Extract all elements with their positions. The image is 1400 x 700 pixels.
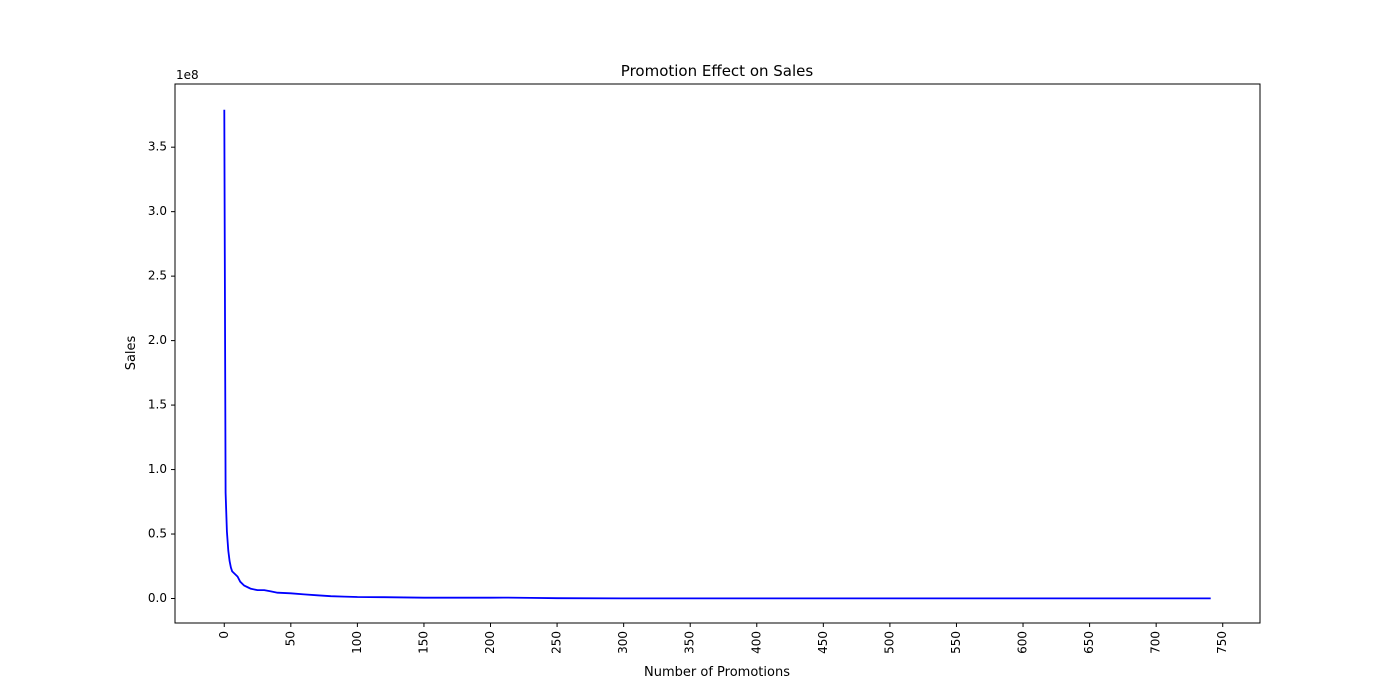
y-tick-label: 2.0 xyxy=(148,333,167,347)
y-tick-label: 2.5 xyxy=(148,269,167,283)
x-tick-label: 700 xyxy=(1149,631,1163,654)
x-axis-label: Number of Promotions xyxy=(644,665,790,680)
x-tick-label: 600 xyxy=(1016,631,1030,654)
x-tick-label: 150 xyxy=(416,631,430,654)
y-tick-label: 1.0 xyxy=(148,462,167,476)
x-tick-label: 650 xyxy=(1082,631,1096,654)
series-layer xyxy=(223,109,1211,600)
x-tick-label: 350 xyxy=(683,631,697,654)
x-tick-label: 550 xyxy=(949,631,963,654)
x-tick-label: 50 xyxy=(283,631,297,646)
plot-background xyxy=(175,84,1260,623)
y-tick-label: 0.5 xyxy=(148,527,167,541)
x-tick-label: 200 xyxy=(483,631,497,654)
y-axis: 0.0 0.5 1.0 1.5 2.0 2.5 3.0 3.5 xyxy=(148,140,175,605)
x-tick-label: 450 xyxy=(816,631,830,654)
x-tick-label: 750 xyxy=(1215,631,1229,654)
y-tick-label: 3.0 xyxy=(148,204,167,218)
x-axis: 0 50 100 150 200 250 300 350 400 450 500 550 600 650 7… xyxy=(217,623,1229,654)
x-tick-label: 300 xyxy=(616,631,630,654)
y-axis-label: Sales xyxy=(124,335,139,370)
x-tick-label: 250 xyxy=(550,631,564,654)
y-tick-label: 3.5 xyxy=(148,140,167,154)
y-tick-label: 0.0 xyxy=(148,591,167,605)
chart-title: Promotion Effect on Sales xyxy=(621,62,814,80)
x-tick-label: 500 xyxy=(882,631,896,654)
y-offset-label: 1e8 xyxy=(176,68,199,82)
x-tick-label: 0 xyxy=(217,631,231,639)
x-tick-label: 100 xyxy=(350,631,364,654)
y-tick-label: 1.5 xyxy=(148,398,167,412)
plot-frame xyxy=(174,83,1261,624)
x-tick-label: 400 xyxy=(749,631,763,654)
series-line xyxy=(223,109,1211,600)
